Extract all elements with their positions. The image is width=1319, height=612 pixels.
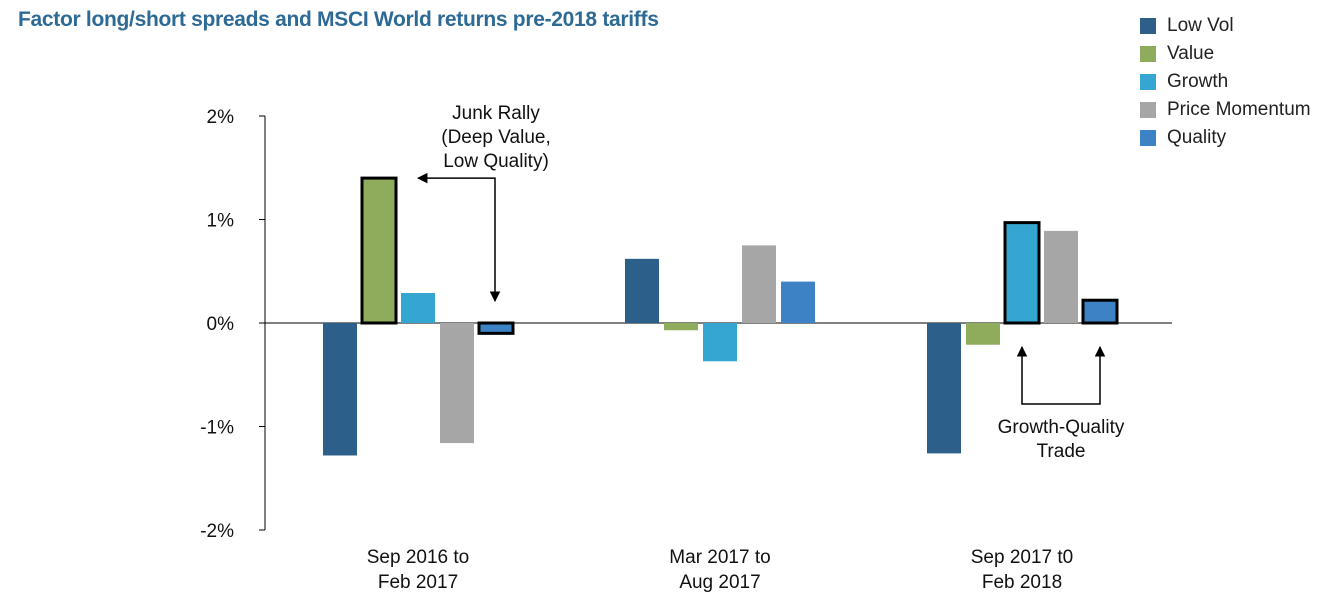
y-tick-label: 0% [207,314,235,335]
legend-label: Growth [1167,71,1229,92]
annotation-growth-quality-text: Trade [1037,441,1086,462]
bar-low-vol [625,258,659,323]
bar-price-momentum [440,323,474,444]
bar-value [664,323,698,331]
bar-growth [703,323,737,362]
y-tick-label: -1% [200,418,234,439]
legend-label: Price Momentum [1167,99,1311,120]
legend-item: Value [1140,40,1311,68]
legend-swatch [1140,18,1156,34]
y-tick-label: -2% [200,521,234,542]
bar-value [360,176,398,325]
annotation-junk-rally-text: Junk Rally [452,103,540,124]
x-category-label: Feb 2017 [378,572,458,593]
legend-item: Price Momentum [1140,96,1311,124]
x-category-label: Mar 2017 to [669,547,770,568]
y-tick-label: 1% [207,211,235,232]
annotation-junk-rally-arrow [416,172,501,303]
legend: Low Vol Value Growth Price Momentum Quality [1140,12,1311,152]
annotation-growth-quality-text: Growth-Quality [998,417,1125,438]
chart-title: Factor long/short spreads and MSCI World… [18,8,659,31]
legend-label: Quality [1167,127,1227,148]
legend-swatch [1140,74,1156,90]
bar-growth [1003,221,1041,325]
bar-growth [401,292,435,323]
bar-price-momentum [742,245,776,323]
annotation-junk-rally-text: Low Quality) [443,151,549,172]
bar-quality [781,281,815,323]
legend-swatch [1140,46,1156,62]
bar-low-vol [323,323,357,456]
annotation-growth-quality-arrow [1016,345,1106,405]
x-category-label: Aug 2017 [679,572,760,593]
legend-swatch [1140,130,1156,146]
legend-swatch [1140,102,1156,118]
legend-item: Growth [1140,68,1311,96]
legend-item: Quality [1140,124,1311,152]
annotation-junk-rally-text: (Deep Value, [441,127,551,148]
bar-value [966,323,1000,345]
legend-label: Low Vol [1167,15,1234,36]
x-category-label: Feb 2018 [982,572,1062,593]
legend-label: Value [1167,43,1215,64]
x-category-label: Sep 2016 to [367,547,469,568]
y-tick-label: 2% [207,107,235,128]
bar-quality [1081,298,1119,325]
bar-low-vol [927,323,961,454]
bar-price-momentum [1044,230,1078,323]
legend-item: Low Vol [1140,12,1311,40]
x-category-label: Sep 2017 t0 [971,547,1073,568]
bar-quality [477,321,515,335]
